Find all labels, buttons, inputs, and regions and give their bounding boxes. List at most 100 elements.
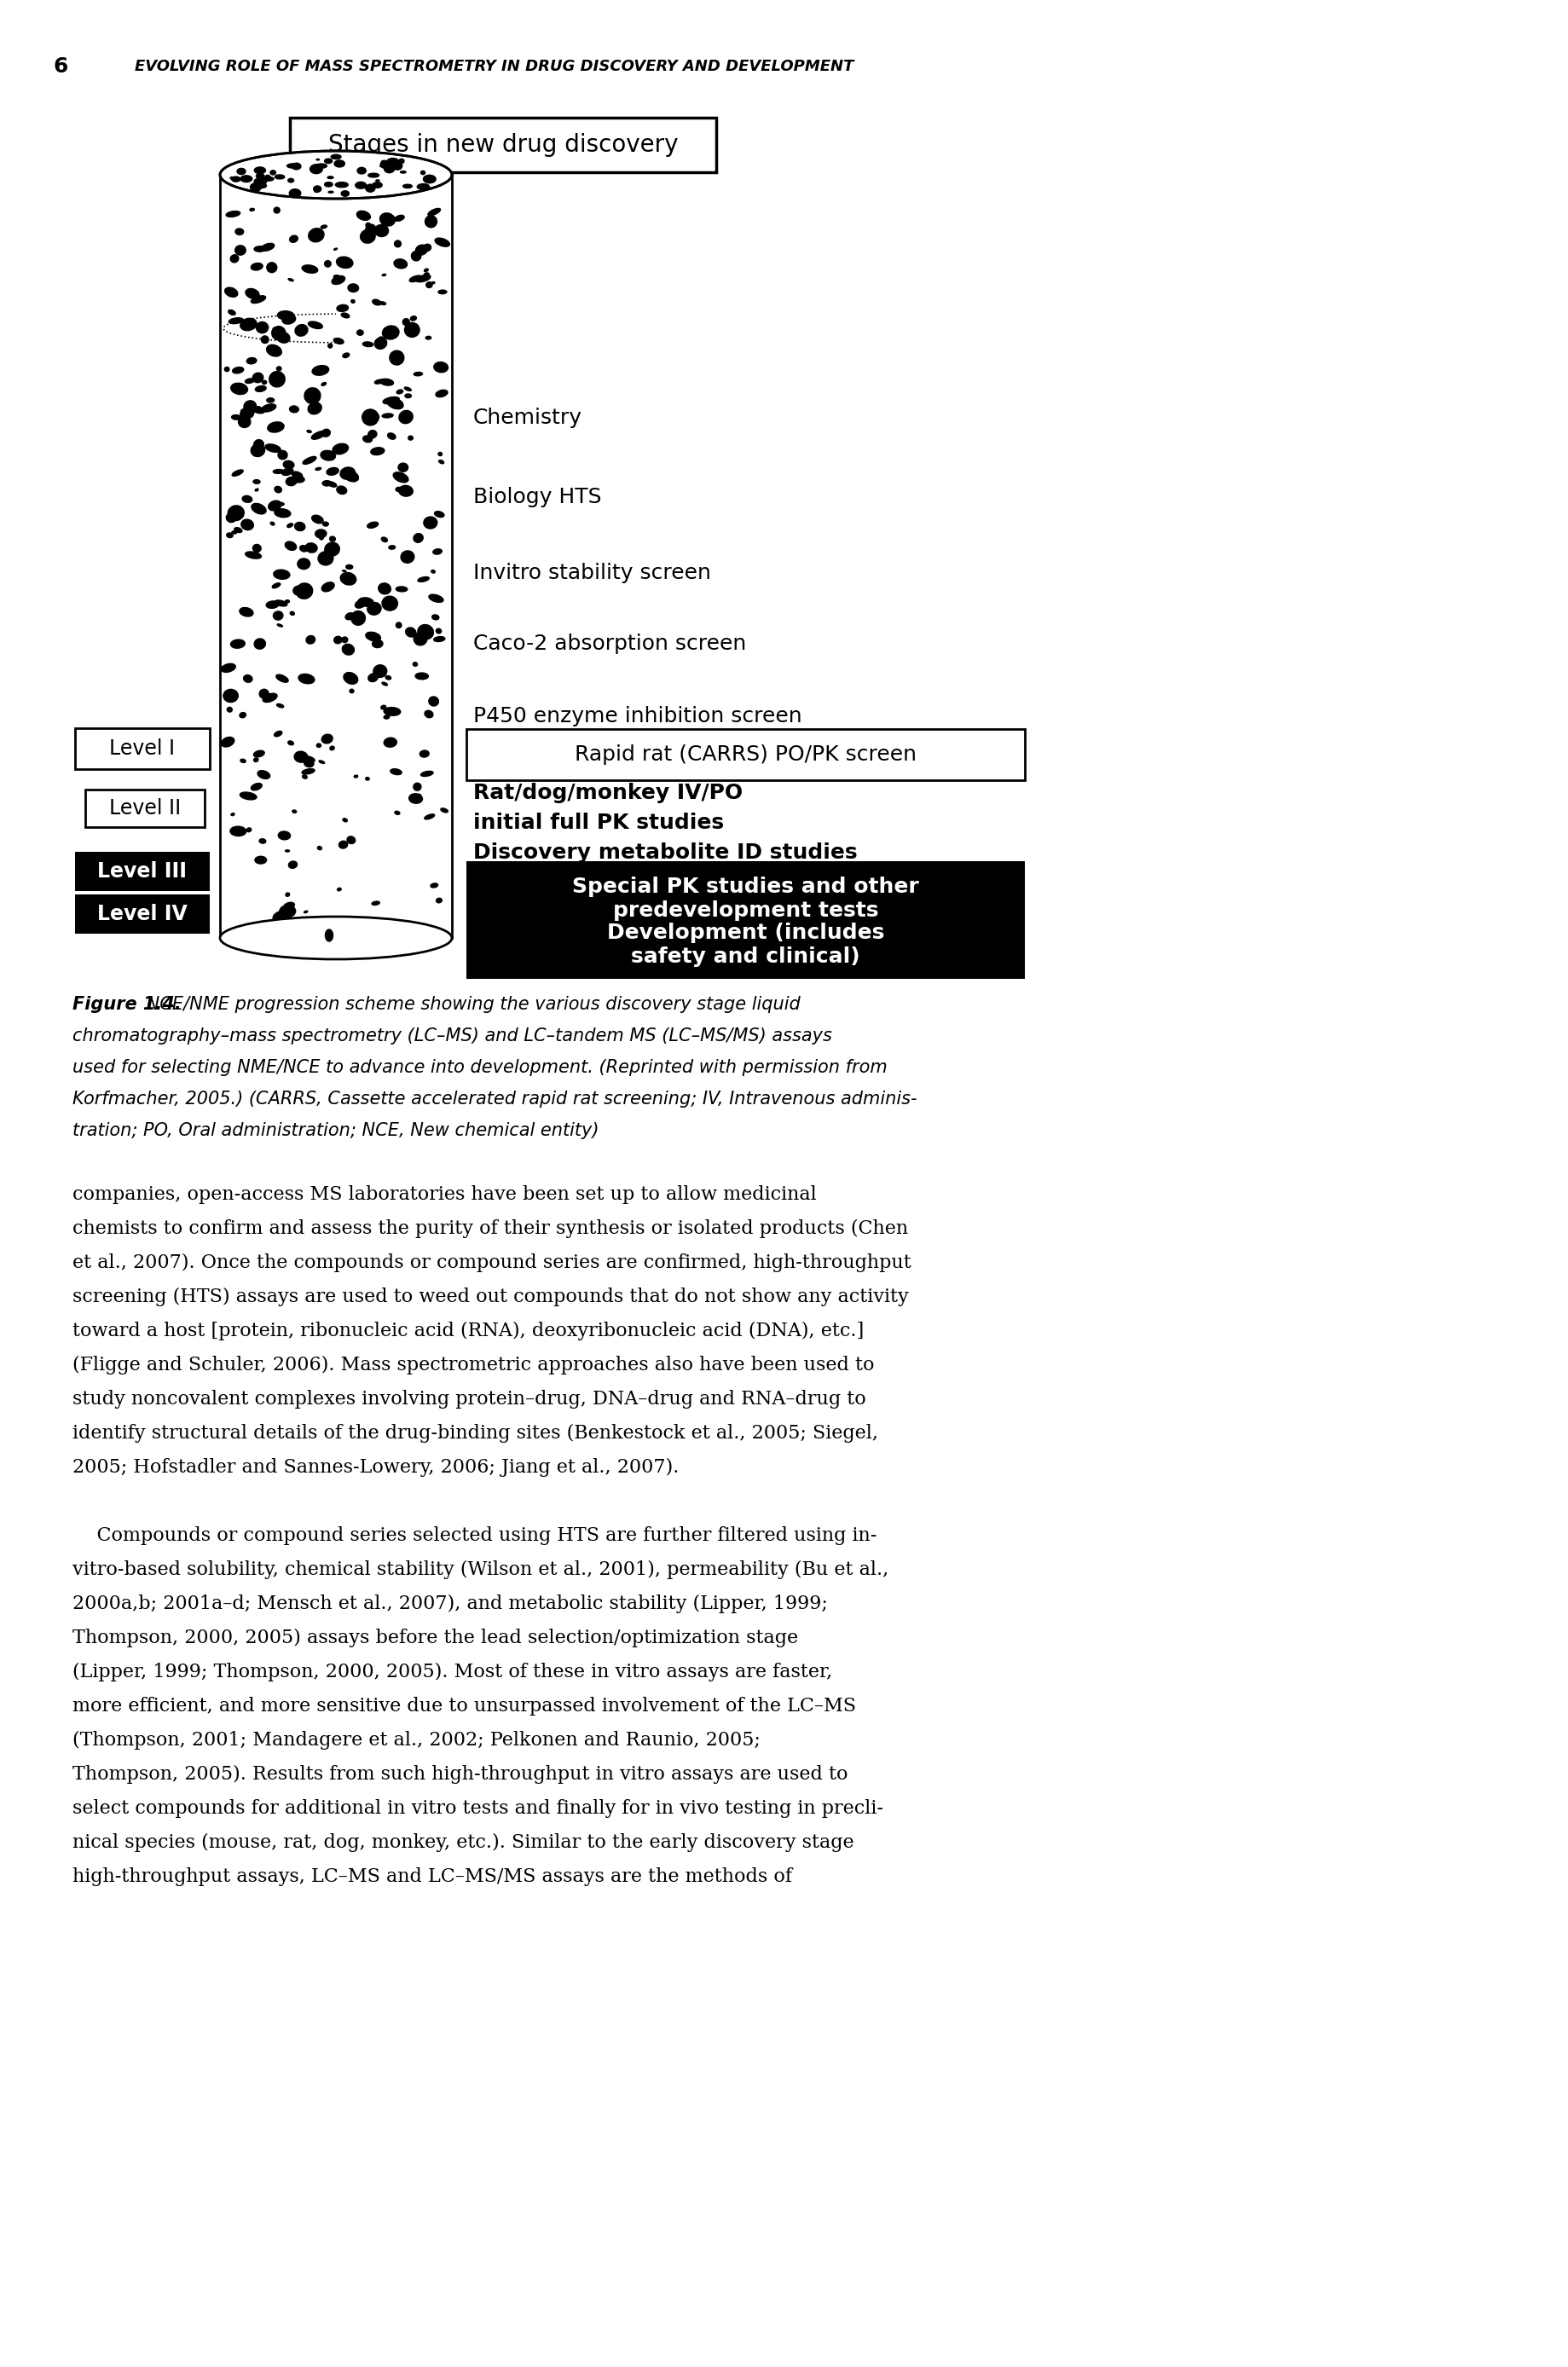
Ellipse shape (254, 639, 265, 649)
Ellipse shape (273, 611, 282, 620)
Ellipse shape (318, 760, 325, 765)
Ellipse shape (252, 481, 260, 483)
Text: tration; PO, Oral administration; NCE, New chemical entity): tration; PO, Oral administration; NCE, N… (72, 1122, 599, 1139)
Ellipse shape (321, 734, 332, 743)
Ellipse shape (425, 336, 431, 338)
Ellipse shape (220, 151, 452, 199)
Ellipse shape (351, 301, 354, 303)
Ellipse shape (358, 596, 373, 606)
Text: et al., 2007). Once the compounds or compound series are confirmed, high-through: et al., 2007). Once the compounds or com… (72, 1255, 911, 1271)
Ellipse shape (416, 244, 426, 256)
Ellipse shape (273, 469, 284, 473)
Ellipse shape (307, 322, 323, 329)
Ellipse shape (321, 481, 331, 485)
Ellipse shape (383, 414, 394, 417)
Ellipse shape (383, 327, 398, 338)
Ellipse shape (405, 388, 411, 391)
Ellipse shape (336, 182, 348, 187)
Ellipse shape (420, 170, 425, 175)
Ellipse shape (292, 810, 296, 812)
Ellipse shape (289, 862, 296, 869)
Ellipse shape (326, 469, 339, 476)
Ellipse shape (227, 310, 235, 315)
Text: 2005; Hofstadler and Sannes-Lowery, 2006; Jiang et al., 2007).: 2005; Hofstadler and Sannes-Lowery, 2006… (72, 1458, 679, 1477)
Ellipse shape (235, 230, 243, 234)
Ellipse shape (254, 440, 263, 450)
Ellipse shape (265, 175, 270, 180)
Ellipse shape (303, 774, 307, 779)
Ellipse shape (299, 544, 307, 552)
Ellipse shape (392, 163, 398, 166)
Ellipse shape (375, 379, 383, 383)
Ellipse shape (400, 552, 414, 563)
Ellipse shape (285, 542, 296, 549)
Ellipse shape (342, 637, 348, 641)
Ellipse shape (289, 178, 293, 182)
Ellipse shape (249, 208, 254, 211)
Ellipse shape (229, 317, 243, 324)
Ellipse shape (417, 625, 433, 639)
Ellipse shape (345, 613, 354, 620)
Ellipse shape (274, 208, 279, 213)
Ellipse shape (425, 814, 434, 819)
Ellipse shape (397, 391, 403, 393)
Ellipse shape (403, 320, 409, 324)
Ellipse shape (232, 530, 237, 535)
Ellipse shape (240, 793, 257, 800)
Ellipse shape (337, 305, 348, 312)
Ellipse shape (312, 431, 326, 440)
Ellipse shape (362, 341, 373, 346)
Ellipse shape (268, 421, 284, 433)
Ellipse shape (358, 168, 365, 173)
Ellipse shape (340, 573, 356, 585)
Ellipse shape (315, 469, 321, 471)
Ellipse shape (361, 230, 375, 244)
Ellipse shape (321, 225, 326, 230)
Ellipse shape (320, 537, 323, 540)
Text: Rapid rat (CARRS) PO/PK screen: Rapid rat (CARRS) PO/PK screen (574, 743, 916, 765)
Ellipse shape (282, 469, 293, 476)
Text: Biology HTS: Biology HTS (474, 488, 601, 507)
Ellipse shape (334, 161, 345, 168)
Text: Thompson, 2000, 2005) assays before the lead selection/optimization stage: Thompson, 2000, 2005) assays before the … (72, 1628, 798, 1647)
Ellipse shape (254, 168, 265, 173)
Ellipse shape (240, 760, 246, 762)
Ellipse shape (309, 227, 325, 241)
Text: Figure 1.4.: Figure 1.4. (72, 997, 182, 1013)
Ellipse shape (232, 469, 243, 476)
Ellipse shape (230, 383, 248, 395)
Ellipse shape (362, 409, 378, 426)
Ellipse shape (267, 346, 282, 357)
Ellipse shape (254, 246, 265, 251)
Ellipse shape (365, 225, 376, 234)
Ellipse shape (284, 902, 295, 909)
Ellipse shape (310, 163, 323, 173)
Ellipse shape (256, 488, 259, 490)
Ellipse shape (394, 258, 408, 267)
Ellipse shape (334, 275, 339, 277)
Ellipse shape (267, 601, 279, 608)
Ellipse shape (332, 443, 348, 454)
Ellipse shape (417, 578, 430, 582)
Text: 2000a,b; 2001a–d; Mensch et al., 2007), and metabolic stability (Lipper, 1999;: 2000a,b; 2001a–d; Mensch et al., 2007), … (72, 1595, 828, 1614)
Ellipse shape (240, 608, 252, 615)
Ellipse shape (274, 601, 287, 606)
Ellipse shape (364, 412, 379, 421)
Text: EVOLVING ROLE OF MASS SPECTROMETRY IN DRUG DISCOVERY AND DEVELOPMENT: EVOLVING ROLE OF MASS SPECTROMETRY IN DR… (135, 59, 853, 73)
Ellipse shape (295, 750, 307, 762)
Ellipse shape (365, 185, 375, 192)
Ellipse shape (405, 393, 411, 398)
Ellipse shape (290, 405, 298, 412)
Ellipse shape (441, 807, 448, 812)
Ellipse shape (334, 637, 342, 644)
Ellipse shape (414, 533, 423, 542)
Ellipse shape (334, 338, 343, 343)
Text: study noncovalent complexes involving protein–drug, DNA–drug and RNA–drug to: study noncovalent complexes involving pr… (72, 1389, 866, 1408)
Ellipse shape (240, 712, 246, 717)
Ellipse shape (416, 275, 430, 282)
Ellipse shape (259, 185, 267, 187)
Ellipse shape (354, 182, 365, 189)
Ellipse shape (273, 327, 282, 334)
Ellipse shape (256, 386, 267, 391)
Text: Korfmacher, 2005.) (CARRS, Cassette accelerated rapid rat screening; IV, Intrave: Korfmacher, 2005.) (CARRS, Cassette acce… (72, 1091, 917, 1108)
